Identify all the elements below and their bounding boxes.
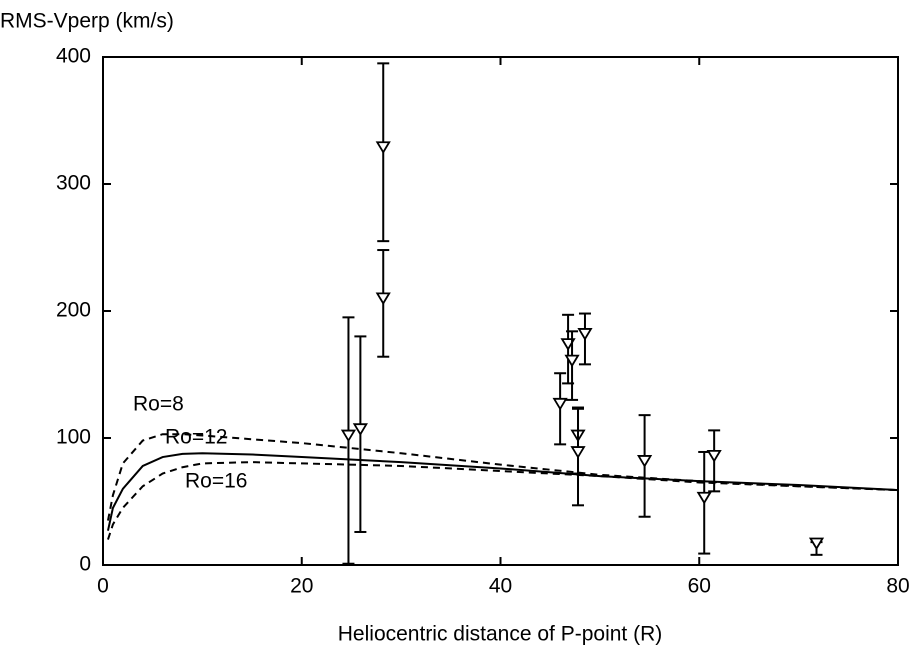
point-marker (340, 429, 357, 443)
x-tick-label: 60 (688, 575, 711, 598)
point-marker (352, 423, 368, 436)
x-tick-label: 20 (290, 575, 313, 598)
x-tick-label: 40 (489, 575, 512, 598)
y-tick-label: 300 (56, 172, 91, 195)
point-marker (564, 354, 580, 368)
y-tick-label: 200 (56, 299, 91, 322)
point-marker (696, 491, 712, 505)
point-marker (570, 446, 586, 459)
series-label: Ro=8 (133, 393, 184, 416)
series-label: Ro=16 (185, 470, 247, 493)
y-tick-label: 400 (56, 45, 91, 68)
point-marker (552, 397, 568, 411)
x-tick-label: 80 (886, 575, 909, 598)
y-tick-label: 100 (56, 426, 91, 449)
y-axis-title: RMS-Vperp (km/s) (0, 10, 174, 33)
x-tick-label: 0 (97, 575, 109, 598)
point-marker (808, 537, 825, 551)
model-line (107, 461, 899, 540)
point-marker (706, 449, 722, 463)
series-label: Ro=12 (165, 426, 227, 449)
point-marker (577, 328, 593, 341)
y-tick-label: 0 (79, 553, 91, 576)
point-marker (375, 292, 391, 306)
point-marker (637, 455, 653, 468)
point-marker (375, 141, 391, 154)
x-axis-title: Heliocentric distance of P-point (R) (338, 623, 662, 646)
